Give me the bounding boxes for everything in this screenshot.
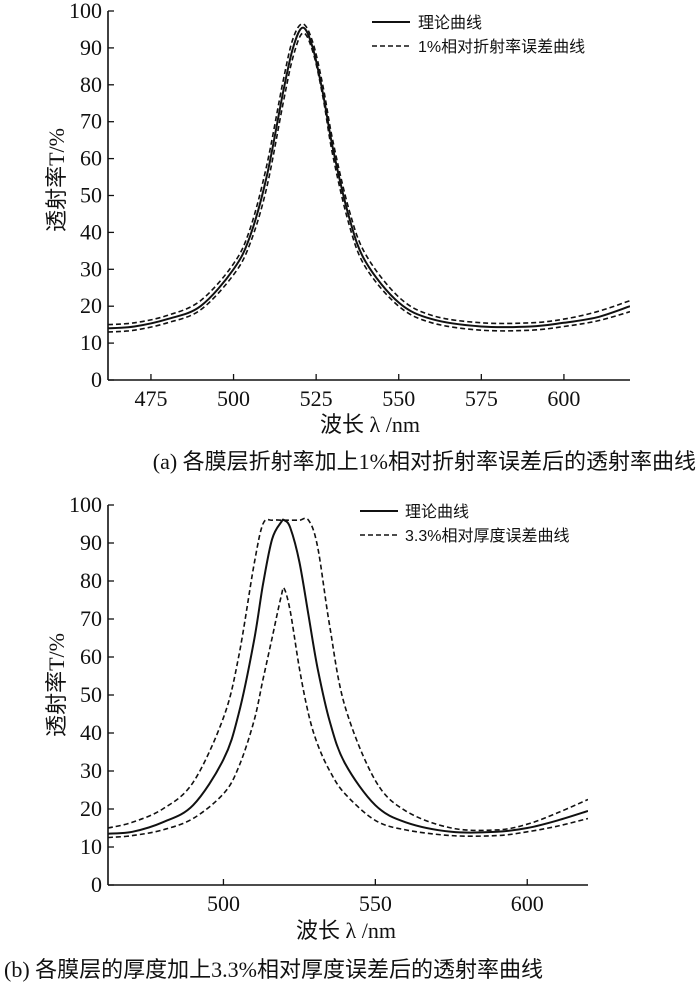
x-tick-label-a: 550: [382, 386, 415, 411]
y-tick-label-a: 80: [80, 72, 102, 97]
y-tick-label-b: 0: [91, 872, 102, 897]
y-tick-label-a: 90: [80, 35, 102, 60]
y-axis-title-a: 透射率T/%: [44, 128, 69, 232]
legend-label-error-b: 3.3%相对厚度误差曲线: [405, 527, 569, 545]
series-line-error-b-1: [108, 517, 588, 832]
x-tick-label-a: 475: [134, 386, 167, 411]
legend-label-error-a: 1%相对折射率误差曲线: [418, 38, 585, 56]
y-tick-label-b: 100: [69, 492, 102, 517]
y-tick-label-a: 30: [80, 256, 102, 281]
legend-label-theory-a: 理论曲线: [418, 14, 482, 32]
series-line-error-a-1: [108, 23, 630, 326]
caption-a: (a) 各膜层折射率加上1%相对折射率误差后的透射率曲线: [153, 449, 696, 474]
x-tick-label-b: 600: [511, 891, 544, 916]
y-tick-label-a: 0: [91, 367, 102, 392]
y-tick-label-b: 10: [80, 834, 102, 859]
x-tick-label-a: 525: [300, 386, 333, 411]
y-tick-label-a: 100: [69, 0, 102, 23]
y-tick-label-a: 40: [80, 219, 102, 244]
x-tick-label-a: 600: [547, 386, 580, 411]
series-line-theory-b-0: [108, 518, 588, 835]
y-tick-label-a: 50: [80, 183, 102, 208]
x-tick-label-b: 500: [207, 891, 240, 916]
y-tick-label-b: 70: [80, 606, 102, 631]
y-tick-label-a: 60: [80, 146, 102, 171]
x-tick-label-a: 575: [465, 386, 498, 411]
x-axis-title-a: 波长 λ /nm: [320, 412, 420, 437]
y-tick-label-b: 80: [80, 568, 102, 593]
caption-b: (b) 各膜层的厚度加上3.3%相对厚度误差后的透射率曲线: [4, 957, 543, 982]
x-tick-label-a: 500: [217, 386, 250, 411]
x-tick-label-b: 550: [359, 891, 392, 916]
y-tick-label-a: 10: [80, 330, 102, 355]
series-line-error-b-2: [108, 586, 588, 839]
panel-a: 透射率T/% 波长 λ /nm 理论曲线 1%相对折射率误差曲线 (a) 各膜层…: [44, 0, 696, 474]
y-axis-title-b: 透射率T/%: [44, 633, 69, 737]
legend-label-theory-b: 理论曲线: [405, 503, 469, 521]
y-tick-label-b: 30: [80, 758, 102, 783]
y-tick-label-a: 70: [80, 109, 102, 134]
y-tick-label-b: 90: [80, 530, 102, 555]
y-tick-label-a: 20: [80, 293, 102, 318]
series-line-theory-a-0: [108, 26, 630, 330]
y-tick-label-b: 20: [80, 796, 102, 821]
panel-b: 透射率T/% 波长 λ /nm 理论曲线 3.3%相对厚度误差曲线 (b) 各膜…: [4, 492, 588, 982]
y-tick-label-b: 40: [80, 720, 102, 745]
x-axis-title-b: 波长 λ /nm: [296, 918, 396, 943]
y-tick-label-b: 60: [80, 644, 102, 669]
series-line-error-a-2: [108, 32, 630, 333]
y-tick-label-b: 50: [80, 682, 102, 707]
